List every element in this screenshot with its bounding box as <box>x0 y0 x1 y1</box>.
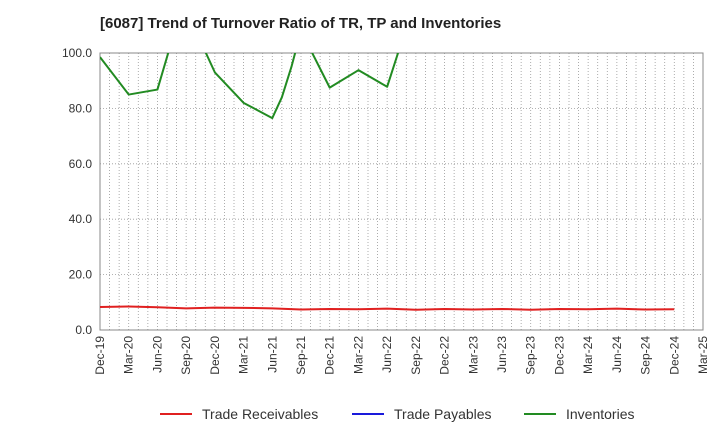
series-line-inventories <box>100 53 400 120</box>
x-tick-label: Mar-20 <box>122 336 136 374</box>
legend-swatch <box>160 413 192 415</box>
y-tick-label: 0.0 <box>75 323 92 337</box>
tick-labels: 0.0 20.0 40.0 60.0 80.0 100.0 Dec-19 Mar-20 Jun-… <box>62 46 710 375</box>
x-tick-label: Dec-23 <box>552 336 566 375</box>
axes <box>99 52 704 331</box>
y-tick-label: 20.0 <box>69 268 93 282</box>
x-tick-label: Jun-23 <box>495 336 509 373</box>
x-tick-label: Sep-23 <box>524 336 538 375</box>
y-tick-label: 60.0 <box>69 157 93 171</box>
legend-item: Trade Receivables <box>160 404 318 424</box>
y-tick-label: 40.0 <box>69 212 93 226</box>
x-tick-label: Jun-22 <box>380 336 394 373</box>
legend-swatch <box>524 413 556 415</box>
x-tick-label: Jun-24 <box>610 336 624 373</box>
x-tick-label: Mar-22 <box>351 336 365 374</box>
legend-label: Trade Payables <box>394 406 492 422</box>
legend-label: Inventories <box>566 406 635 422</box>
x-tick-label: Dec-20 <box>208 336 222 375</box>
x-tick-label: Dec-19 <box>93 336 107 375</box>
x-tick-label: Mar-23 <box>466 336 480 374</box>
x-tick-label: Mar-24 <box>581 336 595 374</box>
legend-label: Trade Receivables <box>202 406 319 422</box>
x-tick-label: Sep-20 <box>179 336 193 375</box>
legend-swatch <box>352 413 384 415</box>
x-tick-label: Sep-22 <box>409 336 423 375</box>
series-line-trade-receivables <box>100 305 675 311</box>
series-layer <box>100 53 675 311</box>
x-tick-label: Jun-20 <box>150 336 164 373</box>
y-tick-label: 80.0 <box>69 101 93 115</box>
y-tick-label: 100.0 <box>62 46 92 60</box>
legend-item: Inventories <box>524 404 634 424</box>
x-tick-label: Dec-24 <box>667 336 681 375</box>
x-tick-label: Dec-22 <box>438 336 452 375</box>
x-tick-label: Jun-21 <box>265 336 279 373</box>
x-tick-label: Sep-24 <box>639 336 653 375</box>
x-tick-label: Mar-21 <box>237 336 251 374</box>
x-tick-label: Dec-21 <box>323 336 337 375</box>
plot-frame <box>99 52 704 331</box>
legend: Trade Receivables Trade Payables Inventori… <box>0 404 720 424</box>
legend-item: Trade Payables <box>352 404 492 424</box>
chart-title: [6087] Trend of Turnover Ratio of TR, TP… <box>100 15 502 32</box>
x-tick-label: Sep-21 <box>294 336 308 375</box>
x-tick-label: Mar-25 <box>696 336 710 374</box>
grid <box>100 53 703 330</box>
